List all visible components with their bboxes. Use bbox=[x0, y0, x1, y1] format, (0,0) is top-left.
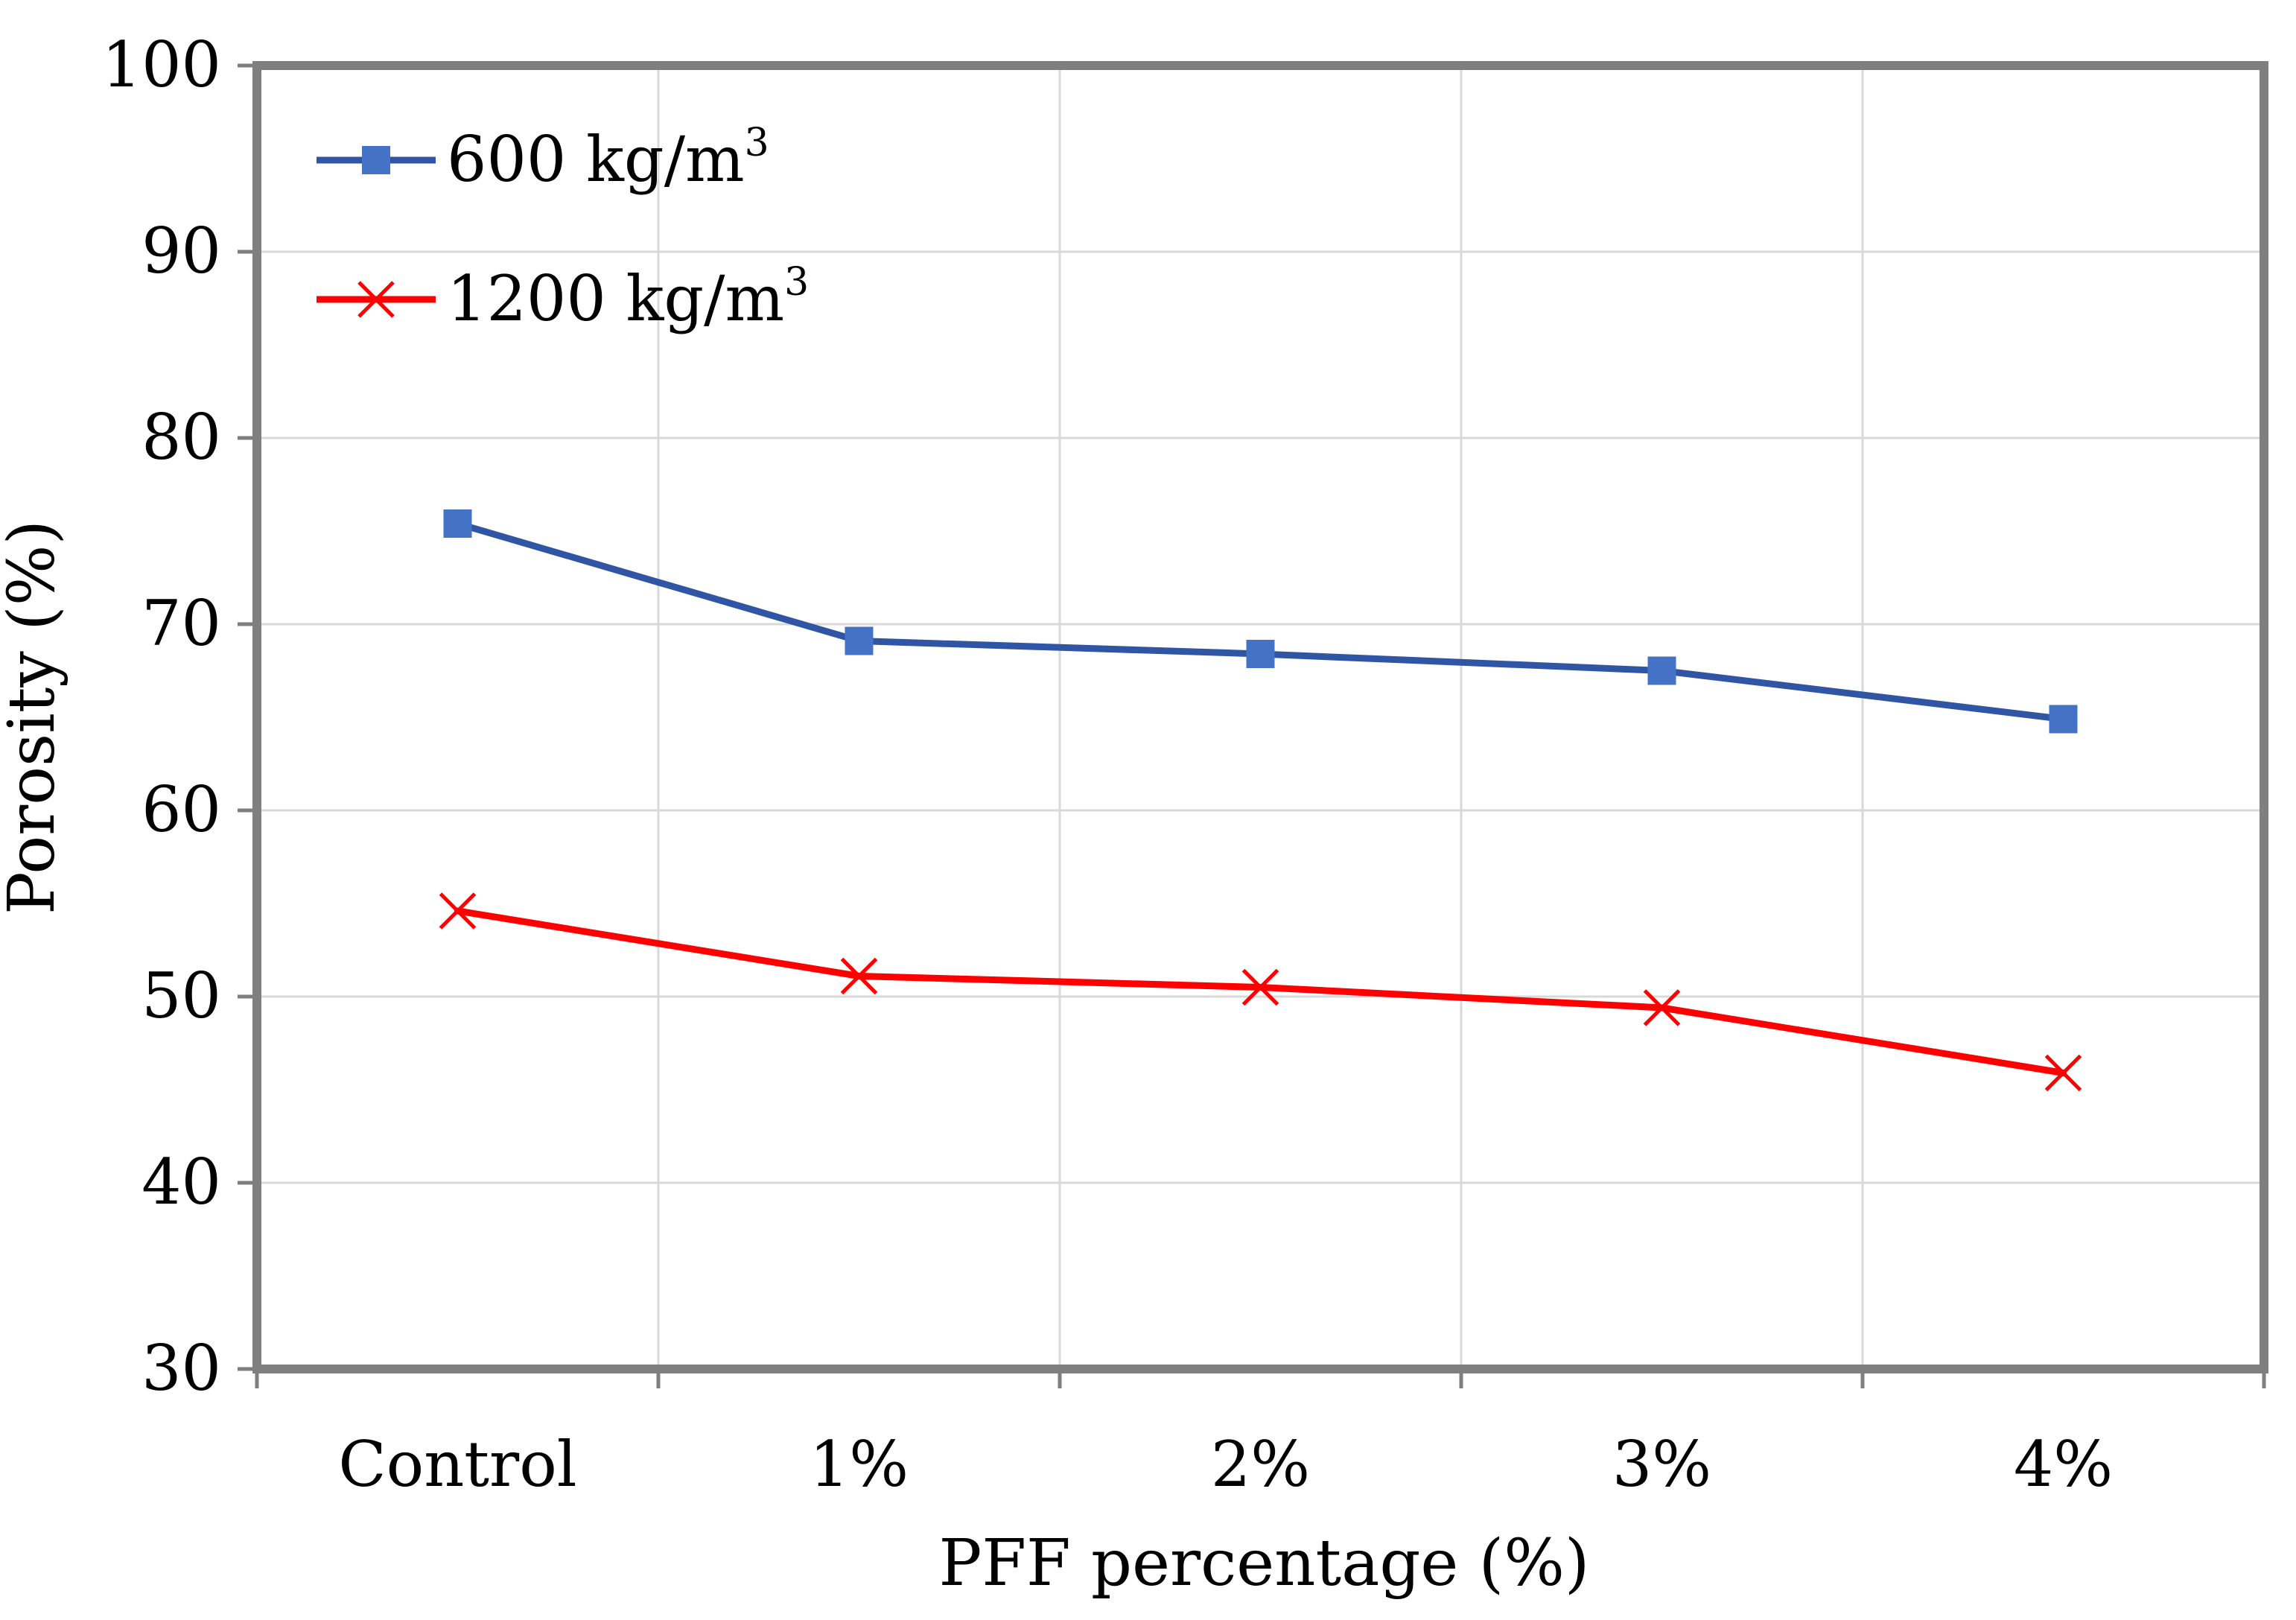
y-tick-label: 50 bbox=[141, 959, 221, 1032]
legend-marker bbox=[357, 281, 395, 318]
data-point bbox=[439, 892, 477, 930]
x-axis-title: PFF percentage (%) bbox=[939, 1526, 1590, 1601]
y-tick-label: 60 bbox=[141, 773, 221, 846]
data-point bbox=[1246, 640, 1275, 668]
series-1 bbox=[443, 509, 2078, 734]
series-layer bbox=[439, 509, 2082, 1092]
series-2 bbox=[439, 892, 2082, 1092]
data-point bbox=[1241, 968, 1279, 1006]
legend-item: 600 kg/m3 bbox=[317, 121, 769, 196]
data-point bbox=[1643, 989, 1681, 1026]
plot-area-frame bbox=[252, 61, 2268, 1373]
legend-label: 1200 kg/m3 bbox=[447, 260, 809, 335]
x-tick-label: 1% bbox=[810, 1428, 909, 1501]
data-point bbox=[443, 509, 472, 538]
y-tick-label: 40 bbox=[141, 1146, 221, 1219]
x-tick-label: 4% bbox=[2014, 1428, 2113, 1501]
data-point bbox=[840, 957, 878, 995]
x-tick-label: Control bbox=[338, 1428, 576, 1501]
x-axis: Control 1% 2% 3% 4% bbox=[255, 1369, 2266, 1501]
x-tick-label: 2% bbox=[1211, 1428, 1310, 1501]
y-axis: 30 40 50 60 70 80 90 100 bbox=[102, 28, 257, 1405]
gridlines bbox=[257, 66, 2264, 1369]
data-point bbox=[1647, 656, 1676, 685]
y-tick-label: 100 bbox=[102, 28, 221, 101]
data-point bbox=[845, 626, 874, 655]
y-tick-label: 80 bbox=[141, 401, 221, 474]
y-tick-label: 30 bbox=[141, 1332, 221, 1405]
y-tick-label: 70 bbox=[141, 587, 221, 660]
data-point bbox=[2049, 705, 2078, 734]
legend-marker bbox=[362, 146, 390, 174]
x-tick-label: 3% bbox=[1612, 1428, 1711, 1501]
y-tick-label: 90 bbox=[141, 215, 221, 288]
legend: 600 kg/m3 1200 kg/m3 bbox=[317, 121, 809, 335]
data-point bbox=[2044, 1054, 2082, 1092]
y-axis-title: Porosity (%) bbox=[0, 520, 69, 915]
legend-item: 1200 kg/m3 bbox=[317, 260, 809, 335]
legend-label: 600 kg/m3 bbox=[447, 121, 769, 196]
